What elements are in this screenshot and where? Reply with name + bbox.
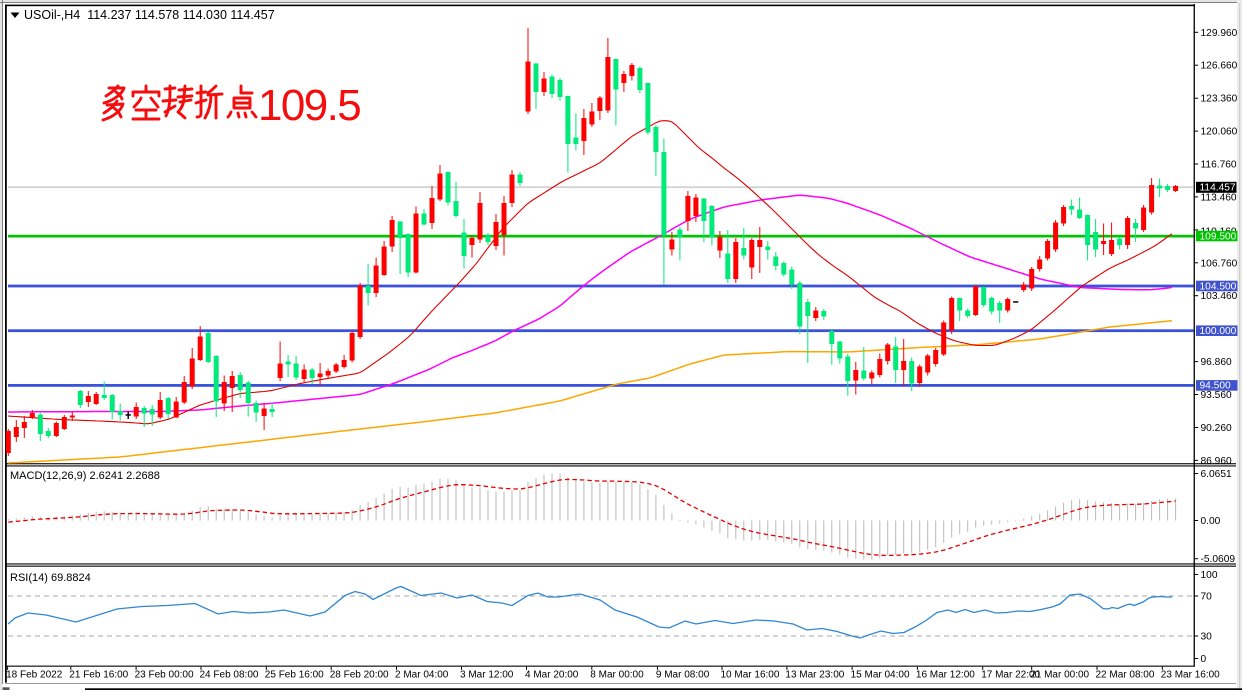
svg-text:113.460: 113.460 [1201, 192, 1237, 203]
svg-text:21 Mar 00:00: 21 Mar 00:00 [1030, 670, 1089, 681]
svg-text:8 Mar 00:00: 8 Mar 00:00 [590, 670, 644, 681]
svg-text:90.260: 90.260 [1201, 423, 1232, 434]
svg-text:93.560: 93.560 [1201, 390, 1232, 401]
svg-text:114.457: 114.457 [1200, 183, 1236, 194]
svg-text:109.5: 109.5 [258, 81, 360, 130]
svg-text:0.00: 0.00 [1201, 516, 1221, 527]
svg-text:123.360: 123.360 [1201, 94, 1238, 105]
svg-text:MACD(12,26,9) 2.6241 2.2688: MACD(12,26,9) 2.6241 2.2688 [10, 470, 160, 482]
svg-text:96.860: 96.860 [1201, 357, 1232, 368]
svg-text:106.760: 106.760 [1201, 258, 1238, 269]
svg-text:18 Feb 2022: 18 Feb 2022 [6, 670, 63, 681]
svg-text:100.000: 100.000 [1200, 326, 1237, 337]
svg-text:22 Mar 08:00: 22 Mar 08:00 [1096, 670, 1155, 681]
svg-text:25 Feb 16:00: 25 Feb 16:00 [265, 670, 324, 681]
svg-text:16 Mar 12:00: 16 Mar 12:00 [916, 670, 975, 681]
svg-text:17 Mar 22:00: 17 Mar 22:00 [981, 670, 1040, 681]
svg-text:109.500: 109.500 [1200, 231, 1237, 242]
svg-text:23 Mar 16:00: 23 Mar 16:00 [1161, 670, 1220, 681]
svg-text:30: 30 [1201, 632, 1213, 643]
svg-text:USOil-,H4 114.237 114.578 114: USOil-,H4 114.237 114.578 114.030 114.45… [24, 8, 275, 22]
svg-text:4 Mar 20:00: 4 Mar 20:00 [525, 670, 579, 681]
svg-text:23 Feb 00:00: 23 Feb 00:00 [135, 670, 194, 681]
svg-text:15 Mar 04:00: 15 Mar 04:00 [851, 670, 910, 681]
svg-text:-5.0609: -5.0609 [1201, 554, 1236, 565]
svg-text:104.500: 104.500 [1200, 281, 1237, 292]
svg-text:RSI(14) 69.8824: RSI(14) 69.8824 [10, 572, 91, 584]
svg-text:86.960: 86.960 [1201, 456, 1232, 467]
svg-text:94.500: 94.500 [1200, 381, 1231, 392]
svg-text:126.660: 126.660 [1201, 61, 1238, 72]
svg-text:100: 100 [1201, 570, 1218, 581]
svg-text:10 Mar 16:00: 10 Mar 16:00 [721, 670, 780, 681]
svg-text:21 Feb 16:00: 21 Feb 16:00 [69, 670, 128, 681]
svg-text:24 Feb 08:00: 24 Feb 08:00 [200, 670, 259, 681]
svg-text:0: 0 [1201, 654, 1207, 665]
svg-text:70: 70 [1201, 592, 1213, 603]
svg-text:2 Mar 04:00: 2 Mar 04:00 [395, 670, 449, 681]
svg-text:6.0651: 6.0651 [1201, 469, 1232, 480]
svg-text:120.060: 120.060 [1201, 127, 1238, 138]
svg-text:103.460: 103.460 [1201, 291, 1238, 302]
svg-text:116.760: 116.760 [1201, 160, 1237, 171]
svg-text:9 Mar 08:00: 9 Mar 08:00 [656, 670, 710, 681]
svg-text:28 Feb 20:00: 28 Feb 20:00 [330, 670, 389, 681]
svg-text:3 Mar 12:00: 3 Mar 12:00 [460, 670, 514, 681]
svg-text:13 Mar 23:00: 13 Mar 23:00 [785, 670, 844, 681]
svg-text:129.960: 129.960 [1201, 28, 1238, 39]
